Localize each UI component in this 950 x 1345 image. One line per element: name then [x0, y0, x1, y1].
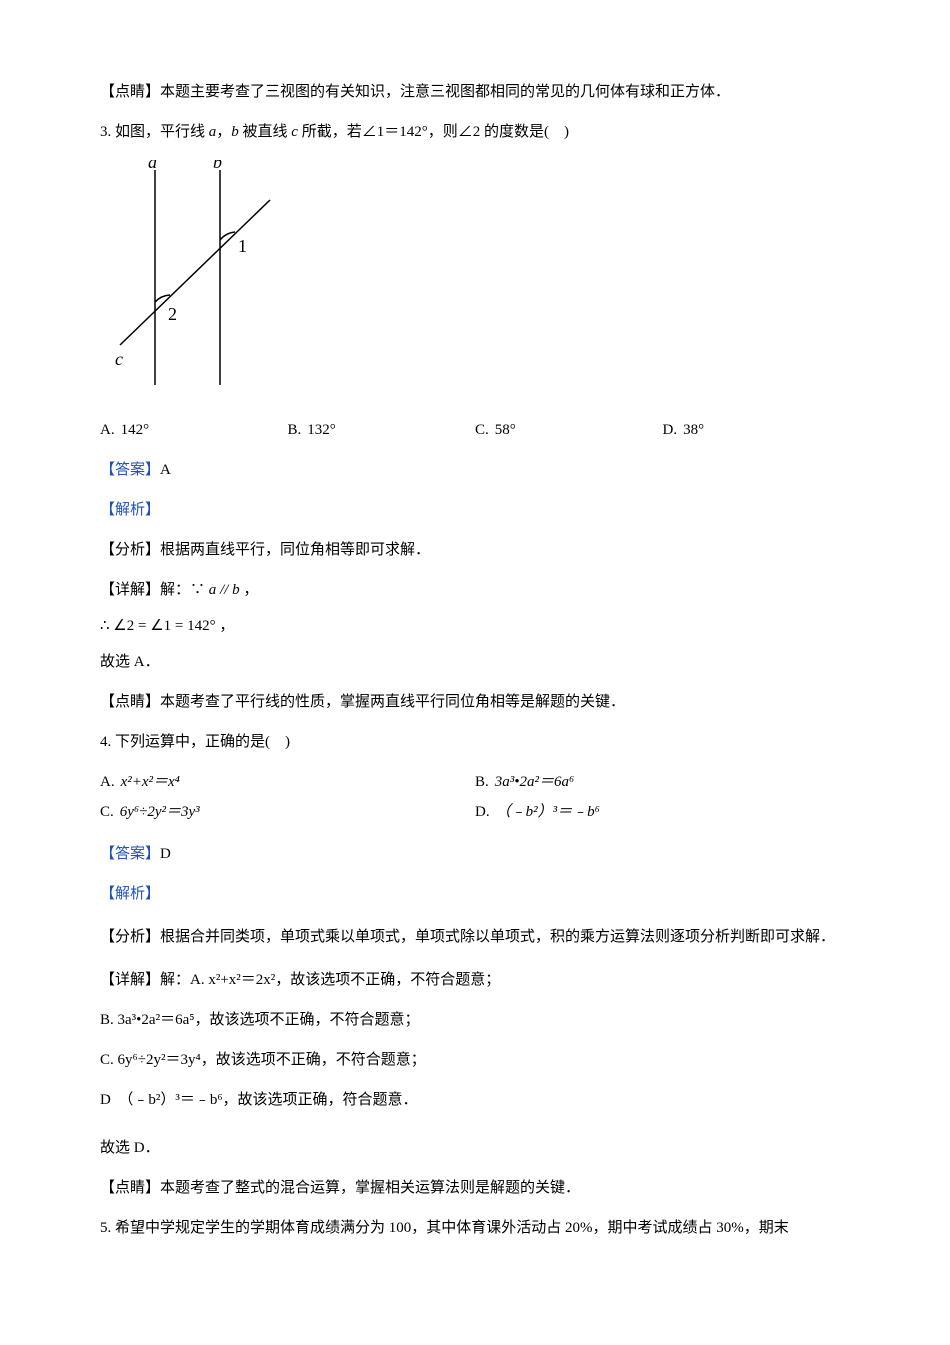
- q3-answer-label: 【答案】: [100, 462, 160, 478]
- q4-answer-label: 【答案】: [100, 846, 160, 862]
- q5-stem: 5. 希望中学规定学生的学期体育成绩满分为 100，其中体育课外活动占 20%，…: [100, 1216, 850, 1240]
- q3-xj-prefix: 【详解】解：∵: [100, 582, 209, 598]
- label-c: c: [115, 349, 123, 369]
- q3-stem-prefix: 3. 如图，平行线: [100, 124, 209, 140]
- q4-xD: D （﹣b²）³＝﹣b⁶，故该选项正确，符合题意．: [100, 1088, 850, 1112]
- q4-opt-b-text: 3a³•2a²＝6a⁶: [495, 774, 574, 790]
- q3-opt-a: A.142°: [100, 418, 288, 442]
- q3-figure: a b c 1 2: [110, 160, 850, 398]
- q3-c: c: [291, 124, 298, 140]
- q3-opt-b-text: 132°: [307, 422, 336, 438]
- q4-xC: C. 6y⁶÷2y²＝3y⁴，故该选项不正确，不符合题意；: [100, 1048, 850, 1072]
- q3-opt-a-text: 142°: [121, 422, 150, 438]
- label-b: b: [213, 160, 222, 172]
- q3-mid2: 被直线: [239, 124, 292, 140]
- q4-opt-c-text: 6y⁶÷2y²＝3y³: [120, 804, 200, 820]
- q2-dianjing: 【点睛】本题主要考查了三视图的有关知识，注意三视图都相同的常见的几何体有球和正方…: [100, 80, 850, 104]
- q3-jiexi: 【解析】: [100, 498, 850, 522]
- label-a: a: [148, 160, 157, 172]
- q4-dianjing: 【点睛】本题考查了整式的混合运算，掌握相关运算法则是解题的关键．: [100, 1176, 850, 1200]
- q4-jiexi: 【解析】: [100, 882, 850, 906]
- q4-fenxi: 【分析】根据合并同类项，单项式乘以单项式，单项式除以单项式，积的乘方运算法则逐项…: [100, 922, 850, 952]
- label-1: 1: [238, 236, 247, 256]
- q4-xA: 【详解】解：A. x²+x²＝2x²，故该选项不正确，不符合题意；: [100, 968, 850, 992]
- q3-mid1: ，: [216, 124, 231, 140]
- q3-opt-d-text: 38°: [683, 422, 704, 438]
- q4-opt-d-text: （﹣b²）³＝﹣b⁶: [496, 804, 600, 820]
- q3-xiangjie-l1: 【详解】解：∵ a // b ，: [100, 578, 850, 602]
- q3-opt-b: B.132°: [288, 418, 476, 442]
- q4-opt-c: C.6y⁶÷2y²＝3y³: [100, 800, 475, 824]
- q4-answer: 【答案】D: [100, 842, 850, 866]
- q3-dianjing: 【点睛】本题考查了平行线的性质，掌握两直线平行同位角相等是解题的关键．: [100, 690, 850, 714]
- q3-opt-d: D.38°: [663, 418, 851, 442]
- q4-opt-a: A.x²+x²＝x⁴: [100, 770, 475, 794]
- q3-xj-suffix: ，: [240, 582, 259, 598]
- q4-xB: B. 3a³•2a²＝6a⁵，故该选项不正确，不符合题意；: [100, 1008, 850, 1032]
- q3-mid3: 所截，若∠1＝142°，则∠2 的度数是( ): [298, 124, 569, 140]
- q4-opt-a-text: x²+x²＝x⁴: [121, 774, 180, 790]
- q4-options: A.x²+x²＝x⁴ B.3a³•2a²＝6a⁶ C.6y⁶÷2y²＝3y³ D…: [100, 770, 850, 830]
- q4-final: 故选 D．: [100, 1136, 850, 1160]
- q3-opt-c-text: 58°: [495, 422, 516, 438]
- q3-b: b: [231, 124, 239, 140]
- q3-xiangjie-l2: ∴ ∠2 = ∠1 = 142° ，: [100, 614, 850, 638]
- q3-answer-val: A: [160, 462, 171, 478]
- q4-opt-d: D.（﹣b²）³＝﹣b⁶: [475, 800, 850, 824]
- q4-answer-val: D: [160, 846, 171, 862]
- line-c: [120, 200, 270, 345]
- q3-xj-math: a // b: [209, 582, 240, 598]
- label-2: 2: [168, 304, 177, 324]
- q3-stem: 3. 如图，平行线 a，b 被直线 c 所截，若∠1＝142°，则∠2 的度数是…: [100, 120, 850, 144]
- q3-options: A.142° B.132° C.58° D.38°: [100, 418, 850, 442]
- q3-fenxi: 【分析】根据两直线平行，同位角相等即可求解．: [100, 538, 850, 562]
- q3-xiangjie-l3: 故选 A．: [100, 650, 850, 674]
- q4-opt-b: B.3a³•2a²＝6a⁶: [475, 770, 850, 794]
- q4-stem: 4. 下列运算中，正确的是( ): [100, 730, 850, 754]
- q3-opt-c: C.58°: [475, 418, 663, 442]
- q3-answer: 【答案】A: [100, 458, 850, 482]
